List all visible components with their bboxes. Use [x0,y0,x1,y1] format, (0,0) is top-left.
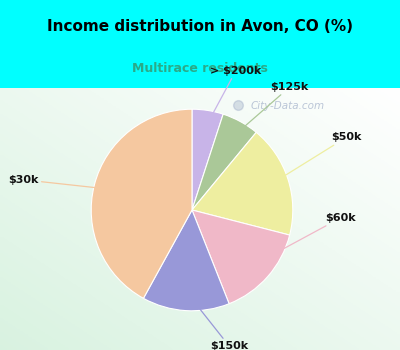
Text: $60k: $60k [254,213,356,265]
Text: Multirace residents: Multirace residents [132,62,268,75]
Text: $50k: $50k [271,132,362,184]
Text: $125k: $125k [232,82,309,138]
Text: > $200k: > $200k [205,66,261,128]
Text: City-Data.com: City-Data.com [251,101,325,111]
Text: $150k: $150k [187,293,248,350]
Wedge shape [192,114,256,210]
Wedge shape [144,210,229,311]
Wedge shape [192,109,223,210]
Wedge shape [192,210,290,304]
Text: $30k: $30k [8,175,112,189]
Wedge shape [192,132,293,235]
Wedge shape [91,109,192,298]
Text: Income distribution in Avon, CO (%): Income distribution in Avon, CO (%) [47,19,353,34]
